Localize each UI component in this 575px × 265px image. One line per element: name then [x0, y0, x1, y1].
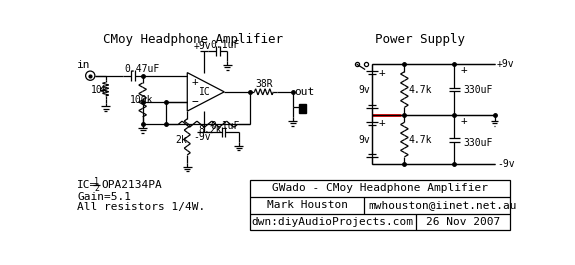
Text: -9v: -9v [497, 159, 515, 169]
Text: mwhouston@iinet.net.au: mwhouston@iinet.net.au [369, 200, 517, 210]
Text: 0.1uF: 0.1uF [210, 121, 240, 131]
Text: 9v: 9v [358, 85, 370, 95]
Text: +: + [379, 118, 386, 129]
Text: All resistors 1/4W.: All resistors 1/4W. [77, 202, 205, 212]
Text: GWado - CMoy Headphone Amplifier: GWado - CMoy Headphone Amplifier [272, 183, 488, 193]
Text: Gain=5.1: Gain=5.1 [77, 192, 131, 202]
Text: 2k: 2k [176, 135, 187, 145]
Text: +9v: +9v [497, 59, 515, 69]
Text: -9v: -9v [193, 132, 210, 142]
Text: Mark Houston: Mark Houston [267, 200, 348, 210]
Text: IC: IC [199, 87, 210, 97]
Text: OPA2134PA: OPA2134PA [101, 180, 162, 190]
Text: in: in [77, 60, 91, 70]
Text: 0.1uF: 0.1uF [210, 40, 240, 50]
Text: +: + [461, 116, 467, 126]
Bar [299, 104, 306, 113]
Text: 4.7k: 4.7k [408, 85, 432, 95]
Text: Power Supply: Power Supply [375, 33, 465, 46]
Bar [251, 180, 510, 231]
Text: 10k: 10k [91, 85, 109, 95]
Text: 9v: 9v [358, 135, 370, 145]
Text: +9v: +9v [194, 41, 212, 51]
Text: 0.47uF: 0.47uF [124, 64, 159, 74]
Text: 100k: 100k [129, 95, 153, 105]
Text: +: + [461, 65, 467, 75]
Text: 330uF: 330uF [463, 85, 493, 95]
Text: −: − [191, 97, 198, 107]
Text: +: + [379, 68, 386, 78]
Text: IC=: IC= [77, 180, 97, 190]
Text: dwn:diyAudioProjects.com: dwn:diyAudioProjects.com [252, 217, 414, 227]
Text: +: + [191, 77, 198, 87]
Text: 38R: 38R [256, 79, 274, 89]
Text: CMoy Headphone Amplifier: CMoy Headphone Amplifier [103, 33, 283, 46]
Text: 330uF: 330uF [463, 138, 493, 148]
Text: 4.7k: 4.7k [408, 135, 432, 145]
Text: 8.2k: 8.2k [198, 125, 221, 135]
Text: 2: 2 [94, 184, 99, 193]
Text: 1: 1 [94, 178, 99, 187]
Text: 26 Nov 2007: 26 Nov 2007 [426, 217, 500, 227]
Text: out: out [294, 87, 315, 97]
